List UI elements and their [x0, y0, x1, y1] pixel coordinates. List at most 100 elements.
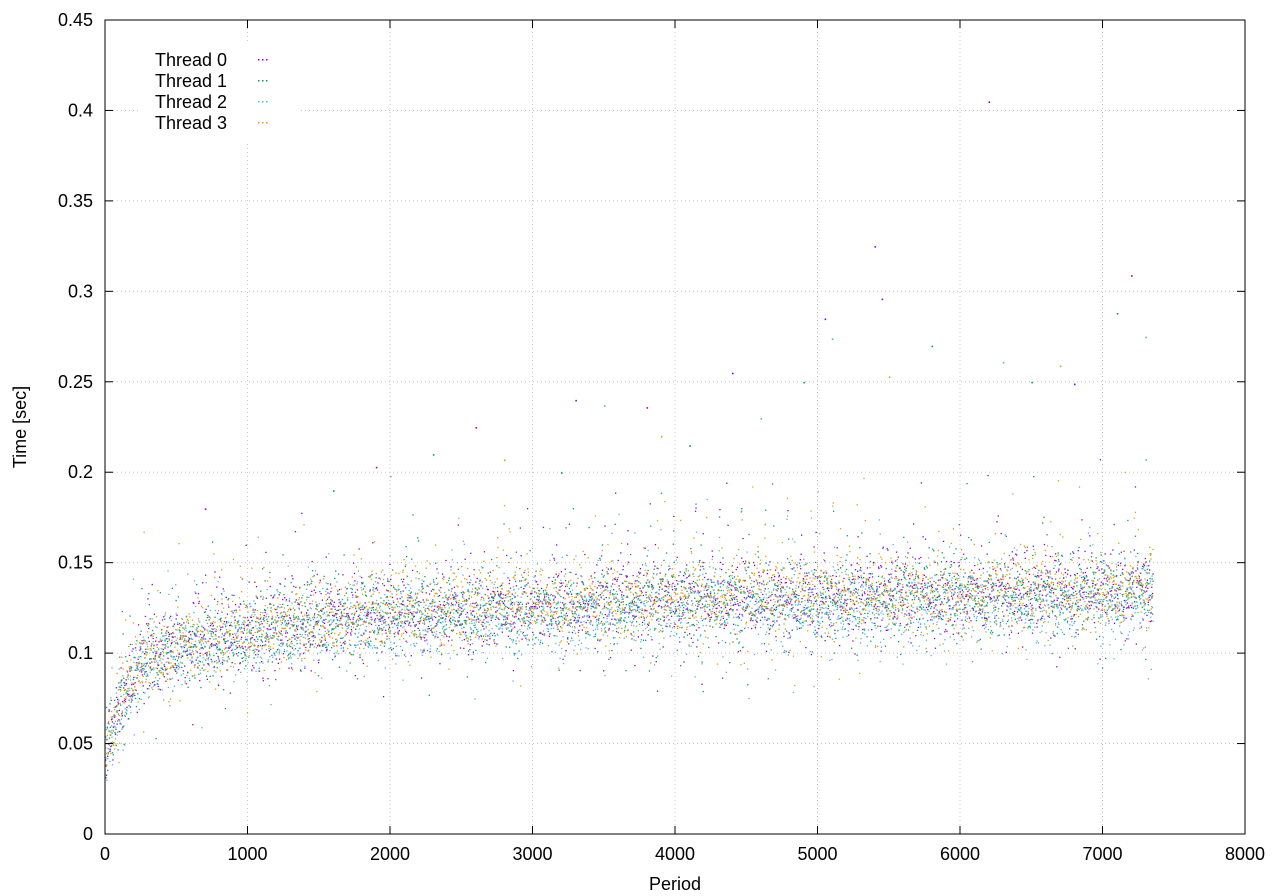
data-point — [118, 719, 120, 721]
data-point — [1023, 604, 1025, 607]
data-point — [143, 673, 146, 675]
data-point — [367, 642, 370, 645]
data-point — [305, 630, 307, 632]
data-point — [229, 646, 231, 649]
data-point — [159, 669, 161, 672]
data-point — [487, 635, 489, 637]
data-point — [150, 634, 152, 636]
data-point — [571, 631, 574, 634]
data-point — [289, 627, 291, 630]
data-point — [1014, 596, 1016, 599]
data-point — [441, 617, 444, 619]
data-point — [591, 624, 594, 626]
data-point — [177, 679, 179, 681]
data-point — [520, 601, 522, 603]
data-point — [671, 575, 673, 577]
data-point — [216, 646, 218, 648]
data-point — [783, 635, 785, 637]
data-point — [374, 588, 377, 590]
data-point — [1028, 569, 1030, 571]
data-point — [659, 586, 661, 589]
data-point — [815, 569, 817, 572]
data-point — [1060, 594, 1062, 596]
data-point — [253, 639, 256, 641]
data-point — [766, 619, 768, 621]
data-point — [136, 640, 138, 642]
data-point — [320, 609, 322, 612]
data-point — [507, 622, 509, 624]
data-point — [859, 569, 861, 571]
data-point — [141, 665, 143, 667]
data-point — [830, 582, 832, 585]
data-point — [214, 571, 216, 573]
data-point — [892, 595, 894, 597]
data-point — [802, 622, 804, 624]
data-point — [837, 590, 839, 592]
data-point — [199, 642, 201, 644]
data-point — [281, 606, 283, 608]
data-point — [440, 644, 442, 646]
data-point — [560, 595, 562, 598]
data-point — [1072, 595, 1074, 597]
data-point — [1142, 568, 1144, 570]
data-point — [1050, 600, 1052, 602]
data-point — [1024, 557, 1026, 559]
data-point — [1138, 581, 1140, 583]
data-point — [712, 626, 714, 628]
data-point — [432, 610, 434, 612]
data-point — [692, 573, 694, 575]
data-point — [116, 734, 118, 736]
data-point — [590, 575, 592, 577]
data-point — [619, 589, 621, 592]
data-point — [411, 569, 414, 572]
data-point — [124, 708, 126, 710]
data-point — [1015, 578, 1017, 580]
data-point — [944, 591, 946, 593]
data-point — [675, 610, 677, 612]
data-point — [895, 609, 897, 611]
data-point — [697, 601, 700, 603]
data-point — [683, 581, 686, 583]
data-point — [998, 579, 1000, 581]
data-point — [875, 598, 877, 600]
data-point — [494, 618, 497, 621]
data-point — [877, 594, 879, 596]
data-point — [506, 612, 508, 614]
data-point — [872, 636, 875, 638]
data-point — [147, 637, 150, 639]
data-point — [277, 606, 279, 608]
data-point — [750, 617, 752, 619]
data-point — [748, 562, 751, 564]
data-point — [166, 652, 168, 654]
data-point — [1089, 535, 1091, 537]
data-point — [1143, 602, 1145, 604]
data-point — [773, 579, 775, 581]
data-point — [227, 640, 229, 642]
data-point — [130, 696, 132, 698]
data-point — [936, 599, 938, 601]
data-point — [683, 607, 685, 609]
data-point — [198, 602, 200, 605]
data-point — [809, 609, 811, 611]
data-point — [640, 616, 642, 619]
data-point — [486, 639, 488, 641]
data-point — [352, 618, 354, 620]
data-point — [205, 574, 207, 576]
data-point — [840, 596, 842, 598]
data-point — [320, 593, 322, 595]
data-point — [382, 696, 385, 698]
data-point — [818, 604, 821, 606]
data-point — [885, 629, 887, 631]
data-point — [223, 689, 225, 691]
data-point — [878, 567, 880, 570]
data-point — [268, 625, 270, 627]
data-point — [470, 552, 472, 554]
data-point — [953, 593, 955, 595]
data-point — [682, 612, 684, 614]
data-point — [353, 572, 356, 575]
data-point — [814, 585, 816, 587]
data-point — [816, 608, 819, 610]
data-point — [110, 742, 112, 744]
data-point — [365, 630, 367, 632]
data-point — [724, 594, 726, 596]
